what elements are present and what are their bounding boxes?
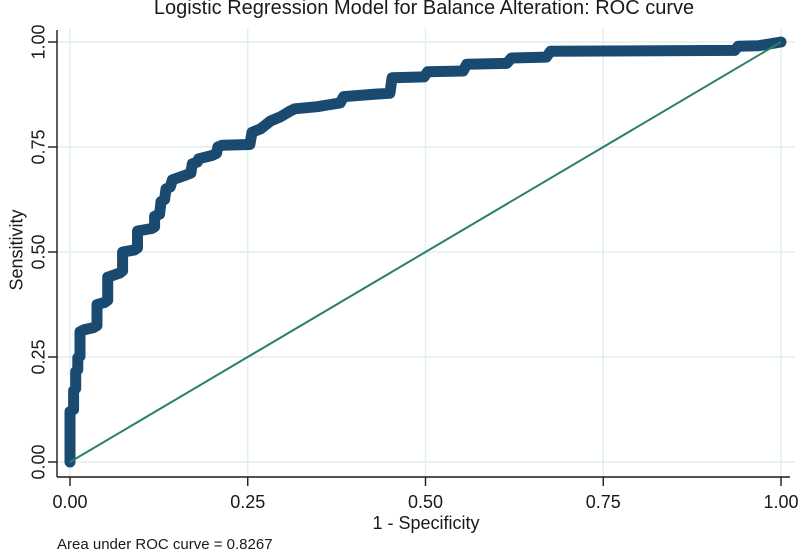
- y-tick-label: 0.75: [28, 129, 49, 165]
- y-tick-label: 0.00: [28, 444, 49, 480]
- chart-title: Logistic Regression Model for Balance Al…: [153, 0, 695, 19]
- x-tick-label: 0.75: [585, 492, 621, 512]
- roc-curve-line: [64, 36, 787, 468]
- x-tick-label: 0.50: [407, 492, 444, 512]
- y-tick-label: 1.00: [28, 24, 49, 60]
- y-tick-label: 0.50: [28, 234, 49, 270]
- x-axis-title: 1 - Specificity: [372, 513, 480, 533]
- x-tick-label: 1.00: [763, 492, 799, 512]
- x-tick-label: 0.25: [230, 492, 266, 512]
- auc-annotation: Area under ROC curve = 0.8267: [57, 536, 273, 553]
- y-tick-label: 0.25: [28, 339, 49, 375]
- y-axis-title: Sensitivity: [6, 209, 27, 291]
- reference-diagonal-line: [69, 41, 782, 463]
- x-tick-label: 0.00: [52, 492, 88, 512]
